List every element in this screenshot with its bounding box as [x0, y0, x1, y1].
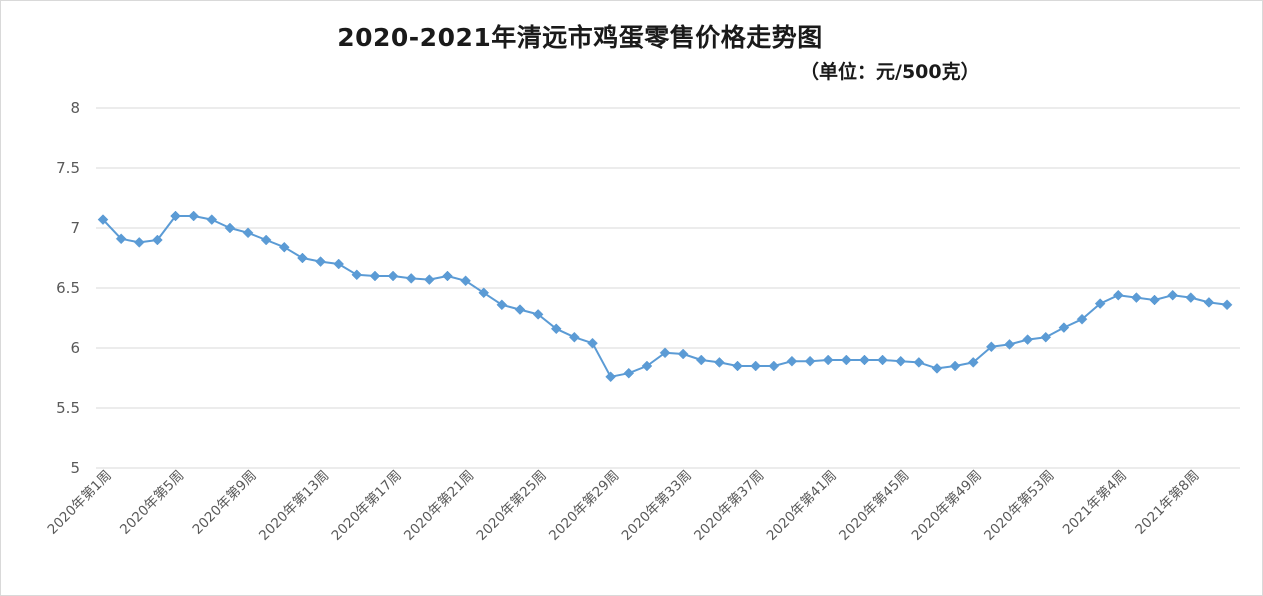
data-point: [115, 233, 127, 245]
data-point: [840, 354, 852, 366]
data-point: [423, 274, 435, 285]
data-point: [587, 337, 598, 349]
data-point: [859, 354, 870, 366]
data-point: [732, 360, 743, 372]
data-point: [133, 237, 145, 248]
series-egg-price: [97, 210, 1233, 383]
x-tick-label: 2020年第33周: [618, 467, 695, 544]
data-point: [569, 331, 580, 343]
data-point: [986, 341, 997, 353]
data-point: [605, 371, 616, 383]
data-point: [913, 357, 925, 368]
data-point: [278, 241, 290, 253]
data-point: [369, 270, 381, 282]
data-point: [387, 270, 399, 282]
data-point: [895, 355, 907, 367]
data-point: [1149, 294, 1160, 306]
x-tick-label: 2020年第1周: [44, 467, 115, 538]
data-point: [1131, 292, 1142, 303]
data-point: [1004, 339, 1015, 350]
data-point: [1022, 334, 1033, 345]
data-point: [514, 304, 526, 315]
data-point: [152, 234, 163, 246]
x-tick-label: 2020年第37周: [690, 467, 767, 544]
x-tick-label: 2020年第29周: [545, 467, 622, 544]
x-axis-ticks: 2020年第1周 2020年第5周 2020年第9周2020年第13周2020年第1…: [44, 467, 1203, 544]
y-tick-label: 5.5: [56, 399, 80, 417]
data-point: [496, 299, 508, 311]
data-point: [460, 275, 471, 287]
data-point: [768, 360, 780, 372]
data-point: [206, 214, 218, 225]
data-point: [931, 363, 943, 374]
x-tick-label: 2020年第9周: [189, 467, 260, 538]
data-point: [1221, 299, 1233, 311]
x-tick-label: 2020年第21周: [400, 467, 477, 544]
data-point: [659, 347, 671, 359]
data-point: [1112, 289, 1124, 301]
data-point: [804, 355, 816, 367]
data-point: [967, 357, 979, 368]
data-point: [1094, 298, 1106, 309]
y-axis-ticks: 5 5.5 6 6.5 7 7.5 8: [56, 99, 80, 477]
data-point: [714, 357, 725, 368]
data-point: [623, 367, 635, 379]
data-point: [170, 210, 181, 222]
data-point: [1058, 322, 1070, 333]
data-point: [224, 222, 236, 234]
y-tick-label: 8: [70, 99, 80, 117]
x-tick-label: 2020年第5周: [116, 467, 187, 538]
data-point: [97, 214, 109, 225]
y-tick-label: 7: [70, 219, 80, 237]
data-point: [333, 258, 345, 270]
data-point: [1040, 331, 1052, 343]
data-point: [677, 348, 689, 360]
data-point: [877, 354, 888, 366]
data-point: [1076, 313, 1088, 325]
data-point: [405, 273, 417, 284]
x-tick-label: 2020年第25周: [473, 467, 550, 544]
y-tick-label: 6: [70, 339, 80, 357]
x-tick-label: 2020年第49周: [908, 467, 985, 544]
x-tick-label: 2021年第4周: [1059, 467, 1130, 538]
data-point: [1185, 292, 1197, 303]
data-point: [297, 252, 308, 264]
data-point: [1167, 289, 1179, 301]
data-point: [750, 360, 762, 372]
data-point: [442, 270, 453, 282]
y-tick-label: 5: [70, 459, 80, 477]
y-tick-label: 7.5: [56, 159, 80, 177]
data-point: [260, 234, 272, 246]
data-point: [949, 360, 961, 372]
x-tick-label: 2020年第53周: [980, 467, 1057, 544]
gridlines: [96, 107, 1240, 469]
x-tick-label: 2020年第13周: [255, 467, 332, 544]
data-point: [478, 287, 490, 299]
x-tick-label: 2020年第41周: [763, 467, 840, 544]
data-point: [315, 256, 326, 267]
data-point: [550, 323, 562, 335]
data-point: [1203, 297, 1215, 308]
data-point: [695, 354, 707, 366]
data-point: [351, 269, 363, 281]
x-tick-label: 2021年第8周: [1132, 467, 1203, 538]
data-point: [786, 355, 798, 367]
x-tick-label: 2020年第45周: [835, 467, 912, 544]
data-point: [188, 210, 200, 222]
x-tick-label: 2020年第17周: [328, 467, 405, 544]
data-point: [242, 227, 254, 239]
chart-title: 2020-2021年清远市鸡蛋零售价格走势图: [337, 23, 823, 52]
data-point: [641, 360, 653, 372]
data-point: [532, 309, 544, 320]
y-tick-label: 6.5: [56, 279, 80, 297]
data-point: [822, 354, 834, 366]
chart-subtitle: （单位：元/500克）: [800, 61, 980, 83]
